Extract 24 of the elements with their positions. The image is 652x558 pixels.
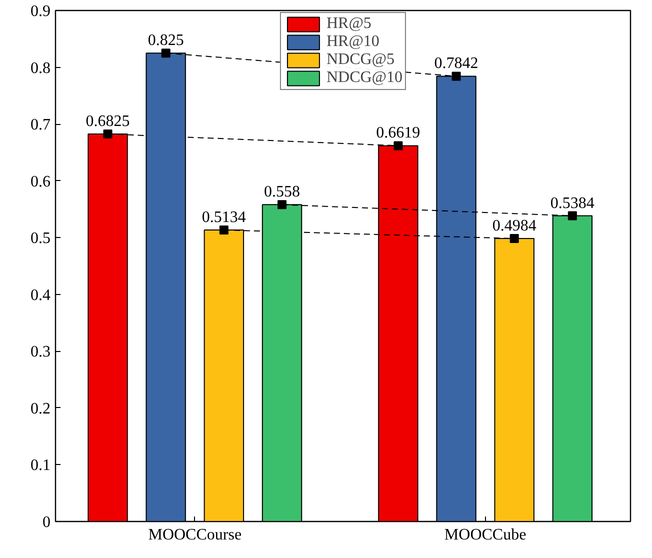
y-tick-label: 0 bbox=[42, 514, 50, 531]
y-tick-label: 0.3 bbox=[30, 344, 50, 361]
legend-label: NDCG@10 bbox=[326, 69, 403, 87]
legend-label: HR@10 bbox=[326, 33, 380, 51]
y-tick-label: 0.8 bbox=[30, 60, 50, 77]
y-tick-label: 0.1 bbox=[30, 457, 50, 474]
y-tick-label: 0.5 bbox=[30, 230, 50, 248]
data-label: 0.6619 bbox=[376, 124, 420, 142]
legend-label: HR@5 bbox=[326, 15, 372, 33]
data-label: 0.5134 bbox=[202, 209, 246, 226]
x-tick-label: MOOCCourse bbox=[148, 526, 242, 544]
y-tick-label: 0.2 bbox=[30, 400, 50, 418]
legend-label: NDCG@5 bbox=[326, 51, 395, 69]
y-tick-label: 0.6 bbox=[30, 173, 50, 190]
data-label: 0.7842 bbox=[434, 55, 478, 72]
y-tick-label: 0.7 bbox=[30, 116, 50, 134]
x-tick-label: MOOCCube bbox=[444, 526, 526, 544]
y-tick-label: 0.9 bbox=[30, 3, 50, 20]
data-label: 0.6825 bbox=[86, 112, 130, 130]
data-label: 0.825 bbox=[148, 32, 184, 50]
data-label: 0.558 bbox=[264, 184, 300, 201]
y-tick-label: 0.4 bbox=[30, 286, 50, 304]
data-label: 0.4984 bbox=[492, 218, 536, 235]
data-label: 0.5384 bbox=[550, 194, 594, 212]
